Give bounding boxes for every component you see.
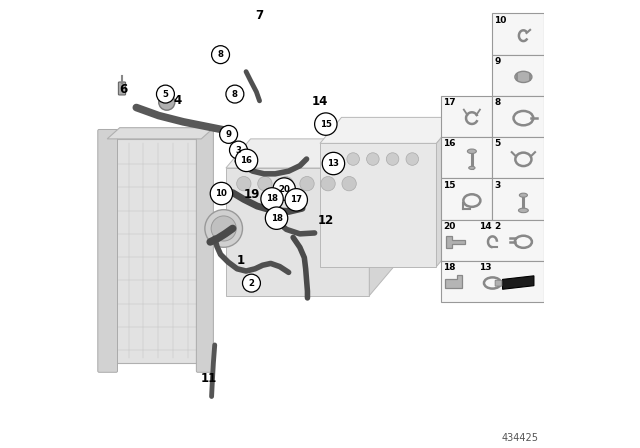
Text: 20: 20 [278, 185, 290, 194]
Text: 10: 10 [494, 16, 507, 25]
Text: 18: 18 [443, 263, 455, 272]
Text: 8: 8 [218, 50, 223, 59]
Text: 10: 10 [216, 189, 227, 198]
Text: 1: 1 [236, 254, 244, 267]
Circle shape [273, 178, 296, 200]
Circle shape [387, 153, 399, 165]
FancyBboxPatch shape [441, 261, 544, 302]
Polygon shape [226, 168, 369, 296]
Text: 5: 5 [163, 90, 168, 99]
Circle shape [258, 177, 272, 191]
FancyBboxPatch shape [441, 137, 493, 178]
Text: 9: 9 [494, 57, 500, 66]
Polygon shape [320, 117, 458, 143]
Circle shape [367, 153, 379, 165]
Text: 19: 19 [244, 188, 260, 202]
Circle shape [159, 94, 175, 110]
Polygon shape [108, 128, 214, 139]
Circle shape [243, 274, 260, 292]
Circle shape [321, 177, 335, 191]
Text: 11: 11 [201, 372, 217, 385]
Text: 16: 16 [241, 156, 253, 165]
Circle shape [261, 188, 284, 210]
FancyBboxPatch shape [493, 55, 544, 96]
Text: 17: 17 [290, 195, 302, 204]
Text: 18: 18 [271, 214, 282, 223]
Circle shape [220, 125, 237, 143]
Circle shape [236, 149, 258, 172]
FancyBboxPatch shape [441, 96, 493, 137]
Circle shape [205, 210, 243, 247]
FancyBboxPatch shape [98, 129, 118, 372]
Text: 6: 6 [120, 83, 128, 96]
Circle shape [211, 216, 236, 241]
Polygon shape [320, 143, 436, 267]
FancyBboxPatch shape [196, 129, 213, 372]
Circle shape [300, 177, 314, 191]
FancyBboxPatch shape [441, 178, 493, 220]
FancyBboxPatch shape [441, 220, 544, 261]
Ellipse shape [518, 208, 529, 213]
Circle shape [212, 46, 230, 64]
Circle shape [230, 141, 248, 159]
Ellipse shape [520, 193, 527, 197]
Circle shape [266, 207, 288, 229]
Ellipse shape [468, 166, 475, 169]
FancyBboxPatch shape [493, 13, 544, 55]
Text: 13: 13 [328, 159, 339, 168]
Polygon shape [502, 276, 534, 289]
Text: 8: 8 [494, 98, 500, 107]
Text: 15: 15 [443, 181, 455, 190]
Text: 14: 14 [479, 222, 492, 231]
Text: 434425: 434425 [502, 433, 539, 443]
Text: 8: 8 [232, 90, 238, 99]
Polygon shape [445, 275, 461, 288]
Polygon shape [369, 139, 394, 296]
Ellipse shape [467, 149, 476, 154]
Circle shape [347, 153, 360, 165]
Circle shape [237, 177, 251, 191]
FancyBboxPatch shape [118, 82, 125, 95]
Text: 9: 9 [226, 130, 232, 139]
Polygon shape [226, 139, 394, 168]
FancyBboxPatch shape [495, 280, 502, 286]
Text: 13: 13 [479, 263, 492, 272]
FancyBboxPatch shape [493, 137, 544, 178]
Circle shape [315, 113, 337, 135]
Circle shape [342, 177, 356, 191]
Text: 16: 16 [443, 139, 455, 148]
Ellipse shape [515, 71, 532, 82]
Text: 3: 3 [236, 146, 241, 155]
Text: 14: 14 [312, 95, 328, 108]
Circle shape [406, 153, 419, 165]
FancyBboxPatch shape [493, 96, 544, 137]
Text: 5: 5 [494, 139, 500, 148]
Text: 4: 4 [174, 94, 182, 108]
Text: 2: 2 [494, 222, 500, 231]
Text: 17: 17 [443, 98, 456, 107]
Text: 12: 12 [318, 214, 334, 228]
Text: 7: 7 [255, 9, 264, 22]
Circle shape [323, 152, 344, 175]
Circle shape [279, 177, 293, 191]
Circle shape [285, 189, 307, 211]
Circle shape [156, 85, 174, 103]
Text: 3: 3 [494, 181, 500, 190]
Text: 2: 2 [248, 279, 255, 288]
Circle shape [226, 85, 244, 103]
FancyBboxPatch shape [493, 178, 544, 220]
Polygon shape [436, 117, 458, 267]
Circle shape [211, 182, 233, 205]
Text: 18: 18 [266, 194, 278, 203]
Circle shape [327, 153, 340, 165]
Polygon shape [108, 139, 202, 363]
Polygon shape [445, 236, 465, 248]
Text: 15: 15 [320, 120, 332, 129]
Text: 20: 20 [443, 222, 455, 231]
